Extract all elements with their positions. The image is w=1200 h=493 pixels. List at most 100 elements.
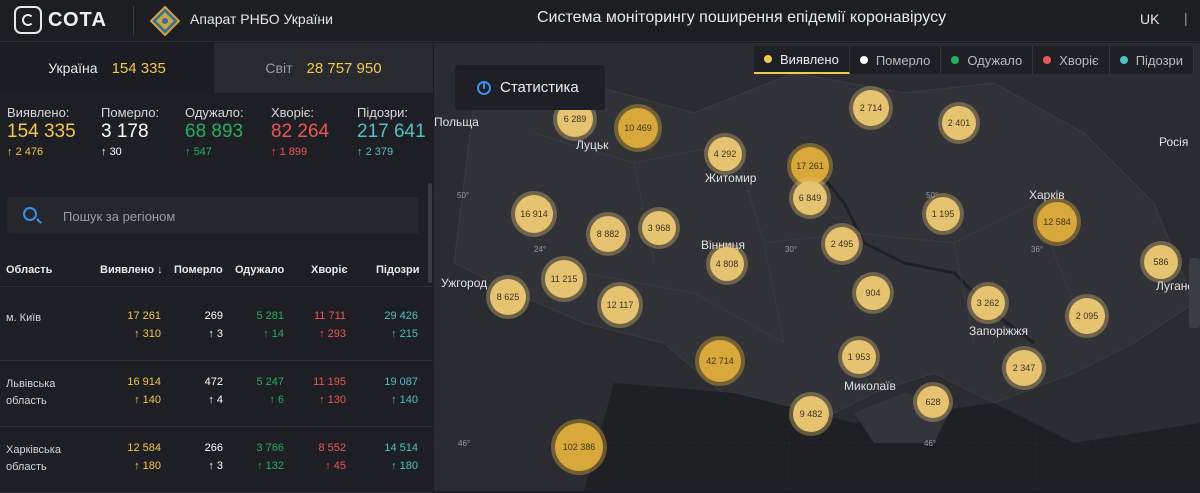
map-cluster[interactable]: 6 849 bbox=[793, 181, 827, 215]
sota-logo-icon bbox=[14, 6, 42, 34]
map-cluster[interactable]: 586 bbox=[1144, 245, 1178, 279]
col-sick[interactable]: Хворіє bbox=[311, 264, 348, 276]
statistics-button[interactable]: Статистика bbox=[455, 65, 605, 110]
header-divider bbox=[133, 6, 134, 36]
stat-label: Виявлено: bbox=[7, 105, 70, 120]
scope-tabs: Україна 154 335 Світ 28 757 950 bbox=[0, 43, 433, 93]
city-label: Ужгород bbox=[441, 276, 488, 290]
dot-icon bbox=[764, 55, 772, 63]
map-cluster[interactable]: 4 292 bbox=[708, 137, 742, 171]
map-cluster[interactable]: 42 714 bbox=[699, 340, 741, 382]
sota-logo[interactable]: СОТА bbox=[14, 6, 107, 34]
row-sick: 8 552 ↑ 45 bbox=[318, 442, 346, 472]
map-cluster[interactable]: 17 261 bbox=[791, 147, 829, 185]
row-suspect: 29 426 ↑ 215 bbox=[384, 310, 418, 340]
stat-delta: ↑ 547 bbox=[185, 146, 212, 158]
map-cluster[interactable]: 904 bbox=[856, 276, 890, 310]
stat-label: Одужало: bbox=[185, 105, 244, 120]
top-bar: СОТА Апарат РНБО України Система монітор… bbox=[0, 0, 1200, 42]
city-label: Запоріжжя bbox=[969, 324, 1028, 338]
map-cluster[interactable]: 11 215 bbox=[545, 260, 583, 298]
tab-ukraine-label: Україна bbox=[48, 60, 98, 76]
col-detected[interactable]: Виявлено ↓ bbox=[100, 264, 163, 276]
language-switch[interactable]: UK bbox=[1140, 11, 1160, 27]
col-region[interactable]: Область bbox=[6, 264, 53, 276]
arrow-up-icon: ↑ bbox=[7, 146, 13, 158]
table-row[interactable]: м. Київ 17 261 ↑ 310 269 ↑ 3 5 281 ↑ 14 11 … bbox=[0, 295, 433, 361]
rnbo-emblem-icon bbox=[150, 6, 180, 36]
tab-ukraine[interactable]: Україна 154 335 bbox=[0, 43, 214, 93]
map-cluster[interactable]: 9 482 bbox=[793, 396, 829, 432]
statistics-label: Статистика bbox=[500, 79, 579, 96]
stat-label: Хворіє: bbox=[271, 105, 315, 120]
map-cluster[interactable]: 1 195 bbox=[926, 197, 960, 231]
map-cluster[interactable]: 12 117 bbox=[601, 286, 639, 324]
panel-scrollbar[interactable] bbox=[428, 183, 432, 283]
map-cluster[interactable]: 12 584 bbox=[1037, 202, 1077, 242]
map-cluster[interactable]: 3 262 bbox=[971, 286, 1005, 320]
row-region: м. Київ bbox=[6, 312, 42, 324]
row-sick: 11 711 ↑ 293 bbox=[313, 310, 346, 340]
row-dead: 472 ↑ 4 bbox=[204, 376, 223, 406]
stat-suspect: Підозри: 217 641 ↑ 2 379 bbox=[357, 105, 426, 158]
map-cluster[interactable]: 4 808 bbox=[710, 247, 744, 281]
map-view[interactable]: 50° 50° 24° 30° 36° 46° 46° Луцьк Житоми… bbox=[434, 43, 1200, 491]
table-row[interactable]: Львівська область 16 914 ↑ 140 472 ↑ 4 5 2… bbox=[0, 361, 433, 427]
map-cluster[interactable]: 2 714 bbox=[853, 90, 889, 126]
stat-delta: ↑ 2 379 bbox=[357, 146, 394, 158]
row-detected: 12 584 ↑ 180 bbox=[127, 442, 161, 472]
map-cluster[interactable]: 628 bbox=[917, 386, 949, 418]
stat-value: 82 264 bbox=[271, 121, 330, 142]
row-sick: 11 195 ↑ 130 bbox=[313, 376, 346, 406]
row-suspect: 14 514 ↑ 180 bbox=[384, 442, 418, 472]
arrow-up-icon: ↑ bbox=[185, 146, 191, 158]
legend-detected[interactable]: Виявлено bbox=[754, 46, 850, 74]
tab-world-value: 28 757 950 bbox=[306, 59, 382, 77]
city-label: Харків bbox=[1029, 188, 1065, 202]
search-input[interactable] bbox=[63, 206, 403, 226]
org-name: Апарат РНБО України bbox=[190, 11, 333, 27]
map-cluster[interactable]: 16 914 bbox=[515, 195, 553, 233]
legend-recovered[interactable]: Одужало bbox=[941, 46, 1034, 74]
map-cluster[interactable]: 2 095 bbox=[1069, 298, 1105, 334]
map-cluster[interactable]: 10 469 bbox=[618, 108, 658, 148]
dot-icon bbox=[1119, 56, 1128, 64]
legend-suspect[interactable]: Підозри bbox=[1110, 46, 1195, 74]
sort-down-icon: ↓ bbox=[157, 264, 163, 276]
table-row[interactable]: Харківська область 12 584 ↑ 180 266 ↑ 3 3 … bbox=[0, 427, 433, 493]
stat-delta: ↑ 30 bbox=[101, 146, 122, 158]
dot-icon bbox=[859, 56, 868, 64]
map-cluster[interactable]: 2 401 bbox=[942, 106, 976, 140]
map-cluster[interactable]: 8 625 bbox=[490, 279, 526, 315]
stat-dead: Померло: 3 178 ↑ 30 bbox=[101, 105, 159, 158]
stat-value: 217 641 bbox=[357, 121, 426, 142]
map-cluster[interactable]: 102 386 bbox=[555, 423, 603, 471]
row-recovered: 3 766 ↑ 132 bbox=[256, 442, 284, 472]
stat-delta: ↑ 2 476 bbox=[7, 146, 44, 158]
site-title: Система моніторингу поширення епідемії к… bbox=[537, 9, 947, 26]
map-legend: Виявлено Померло Одужало Хворіє Підозри bbox=[754, 46, 1195, 74]
map-cluster[interactable]: 1 953 bbox=[842, 340, 876, 374]
map-cluster[interactable]: 8 882 bbox=[590, 216, 626, 252]
row-detected: 16 914 ↑ 140 bbox=[127, 376, 161, 406]
map-cluster[interactable]: 2 495 bbox=[825, 227, 859, 261]
pie-chart-icon bbox=[477, 80, 491, 95]
col-suspect[interactable]: Підозри bbox=[376, 264, 420, 276]
legend-sick[interactable]: Хворіє bbox=[1033, 46, 1110, 74]
grid-label: 46° bbox=[458, 439, 471, 448]
summary-stats: Виявлено: 154 335 ↑ 2 476 Померло: 3 178… bbox=[0, 105, 433, 175]
city-label: Росія bbox=[1159, 135, 1189, 149]
tab-world[interactable]: Світ 28 757 950 bbox=[214, 43, 433, 93]
stat-detected: Виявлено: 154 335 ↑ 2 476 bbox=[7, 105, 76, 158]
stat-value: 68 893 bbox=[185, 121, 244, 142]
zoom-control[interactable] bbox=[1189, 258, 1200, 328]
dot-icon bbox=[1043, 56, 1052, 64]
row-dead: 266 ↑ 3 bbox=[204, 442, 223, 472]
map-cluster[interactable]: 3 968 bbox=[642, 211, 676, 245]
stat-label: Померло: bbox=[101, 105, 160, 120]
legend-dead[interactable]: Померло bbox=[850, 46, 942, 74]
city-label: Миколаїв bbox=[844, 379, 896, 393]
map-cluster[interactable]: 2 347 bbox=[1006, 350, 1042, 386]
col-recovered[interactable]: Одужало bbox=[235, 264, 285, 276]
col-dead[interactable]: Померло bbox=[174, 264, 223, 276]
